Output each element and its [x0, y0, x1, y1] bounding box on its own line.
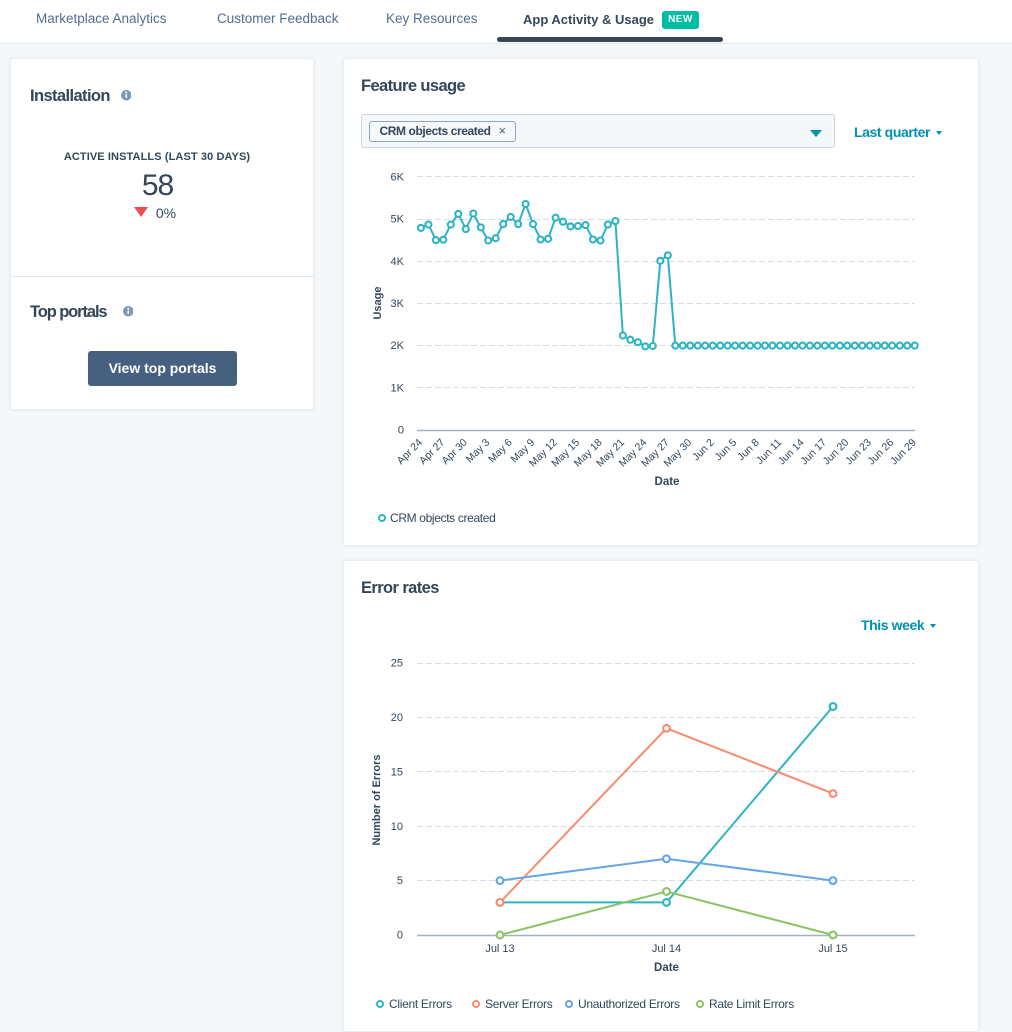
svg-text:CRM objects created: CRM objects created: [390, 511, 495, 525]
svg-text:Server Errors: Server Errors: [485, 997, 553, 1011]
svg-text:Jun 2: Jun 2: [690, 437, 717, 464]
svg-text:May 6: May 6: [486, 437, 515, 466]
svg-text:Client Errors: Client Errors: [389, 997, 452, 1011]
svg-text:Unauthorized Errors: Unauthorized Errors: [578, 997, 680, 1011]
svg-text:25: 25: [391, 658, 403, 670]
svg-text:15: 15: [391, 766, 403, 778]
svg-text:Date: Date: [654, 962, 679, 974]
svg-text:Date: Date: [655, 476, 680, 488]
svg-text:Jul 15: Jul 15: [818, 943, 847, 955]
svg-text:4K: 4K: [391, 256, 405, 268]
svg-text:Jul 14: Jul 14: [652, 943, 681, 955]
svg-text:Jul 13: Jul 13: [485, 943, 514, 955]
svg-text:Jun 5: Jun 5: [713, 437, 740, 464]
svg-text:May 3: May 3: [464, 437, 493, 466]
svg-text:2K: 2K: [391, 340, 405, 352]
svg-text:1K: 1K: [391, 382, 405, 394]
svg-text:3K: 3K: [391, 298, 405, 310]
svg-text:Number of Errors: Number of Errors: [371, 754, 383, 845]
svg-text:Jun 29: Jun 29: [888, 437, 919, 468]
svg-text:0: 0: [397, 930, 403, 942]
svg-text:10: 10: [391, 821, 403, 833]
svg-text:Usage: Usage: [372, 286, 384, 319]
svg-text:Rate Limit Errors: Rate Limit Errors: [709, 997, 794, 1011]
svg-text:0: 0: [398, 425, 404, 437]
svg-text:Apr 30: Apr 30: [440, 437, 470, 467]
svg-text:5: 5: [397, 875, 403, 887]
svg-text:20: 20: [391, 712, 403, 724]
svg-text:6K: 6K: [391, 171, 405, 183]
svg-text:5K: 5K: [391, 214, 405, 226]
